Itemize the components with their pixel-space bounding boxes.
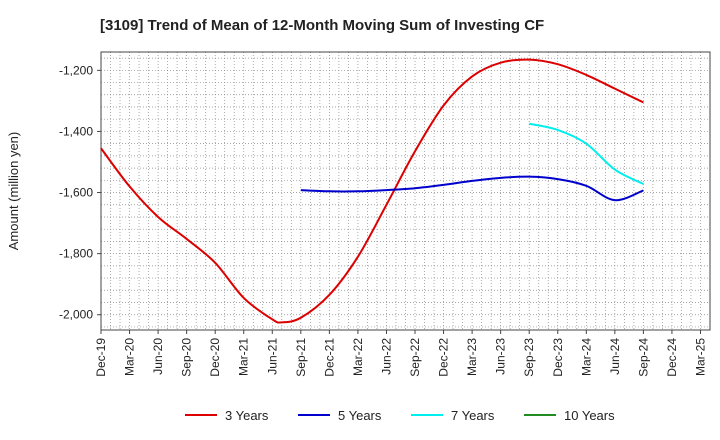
y-tick-label: -1,400 [59,124,93,138]
x-tick-label: Jun-22 [379,338,393,375]
x-tick-label: Mar-25 [693,338,707,376]
y-axis-label: Amount (million yen) [6,132,21,251]
legend-label-10-years: 10 Years [564,408,615,423]
x-tick-label: Jun-23 [494,338,508,375]
legend-label-7-years: 7 Years [451,408,495,423]
x-tick-label: Jun-20 [151,338,165,375]
x-tick-label: Sep-22 [408,338,422,377]
x-tick-label: Dec-23 [551,338,565,377]
x-tick-label: Mar-24 [579,338,593,376]
x-tick-label: Dec-24 [665,338,679,377]
x-tick-label: Dec-21 [322,338,336,377]
y-tick-label: -2,000 [59,308,93,322]
x-tick-label: Jun-24 [608,338,622,375]
series-line-5-years [300,175,644,202]
y-tick-label: -1,200 [59,63,93,77]
series-layer [100,58,644,324]
y-axis: -1,200 -1,400 -1,600 -1,800 -2,000 [59,63,101,322]
legend-label-5-years: 5 Years [338,408,382,423]
x-tick-label: Dec-19 [94,338,108,377]
legend: 3 Years 5 Years 7 Years 10 Years [185,408,615,423]
x-tick-label: Dec-22 [437,338,451,377]
y-tick-label: -1,600 [59,186,93,200]
x-tick-label: Dec-20 [208,338,222,377]
x-tick-label: Sep-23 [522,338,536,377]
x-tick-label: Mar-23 [465,338,479,376]
x-tick-label: Sep-20 [180,338,194,377]
x-tick-label: Mar-22 [351,338,365,376]
x-tick-label: Mar-21 [237,338,251,376]
series-line-3-years [100,58,644,324]
x-axis: Dec-19 Mar-20 Jun-20 Sep-20 Dec-20 Mar-21 Jun-… [94,330,707,377]
plot-frame [100,51,711,331]
chart-title: [3109] Trend of Mean of 12-Month Moving … [100,17,544,34]
legend-label-3-years: 3 Years [225,408,269,423]
x-tick-label: Sep-24 [636,338,650,377]
y-tick-label: -1,800 [59,247,93,261]
grid [101,52,710,330]
x-tick-label: Sep-21 [294,338,308,377]
x-tick-label: Jun-21 [265,338,279,375]
x-tick-label: Mar-20 [123,338,137,376]
series-line-7-years [528,122,644,185]
